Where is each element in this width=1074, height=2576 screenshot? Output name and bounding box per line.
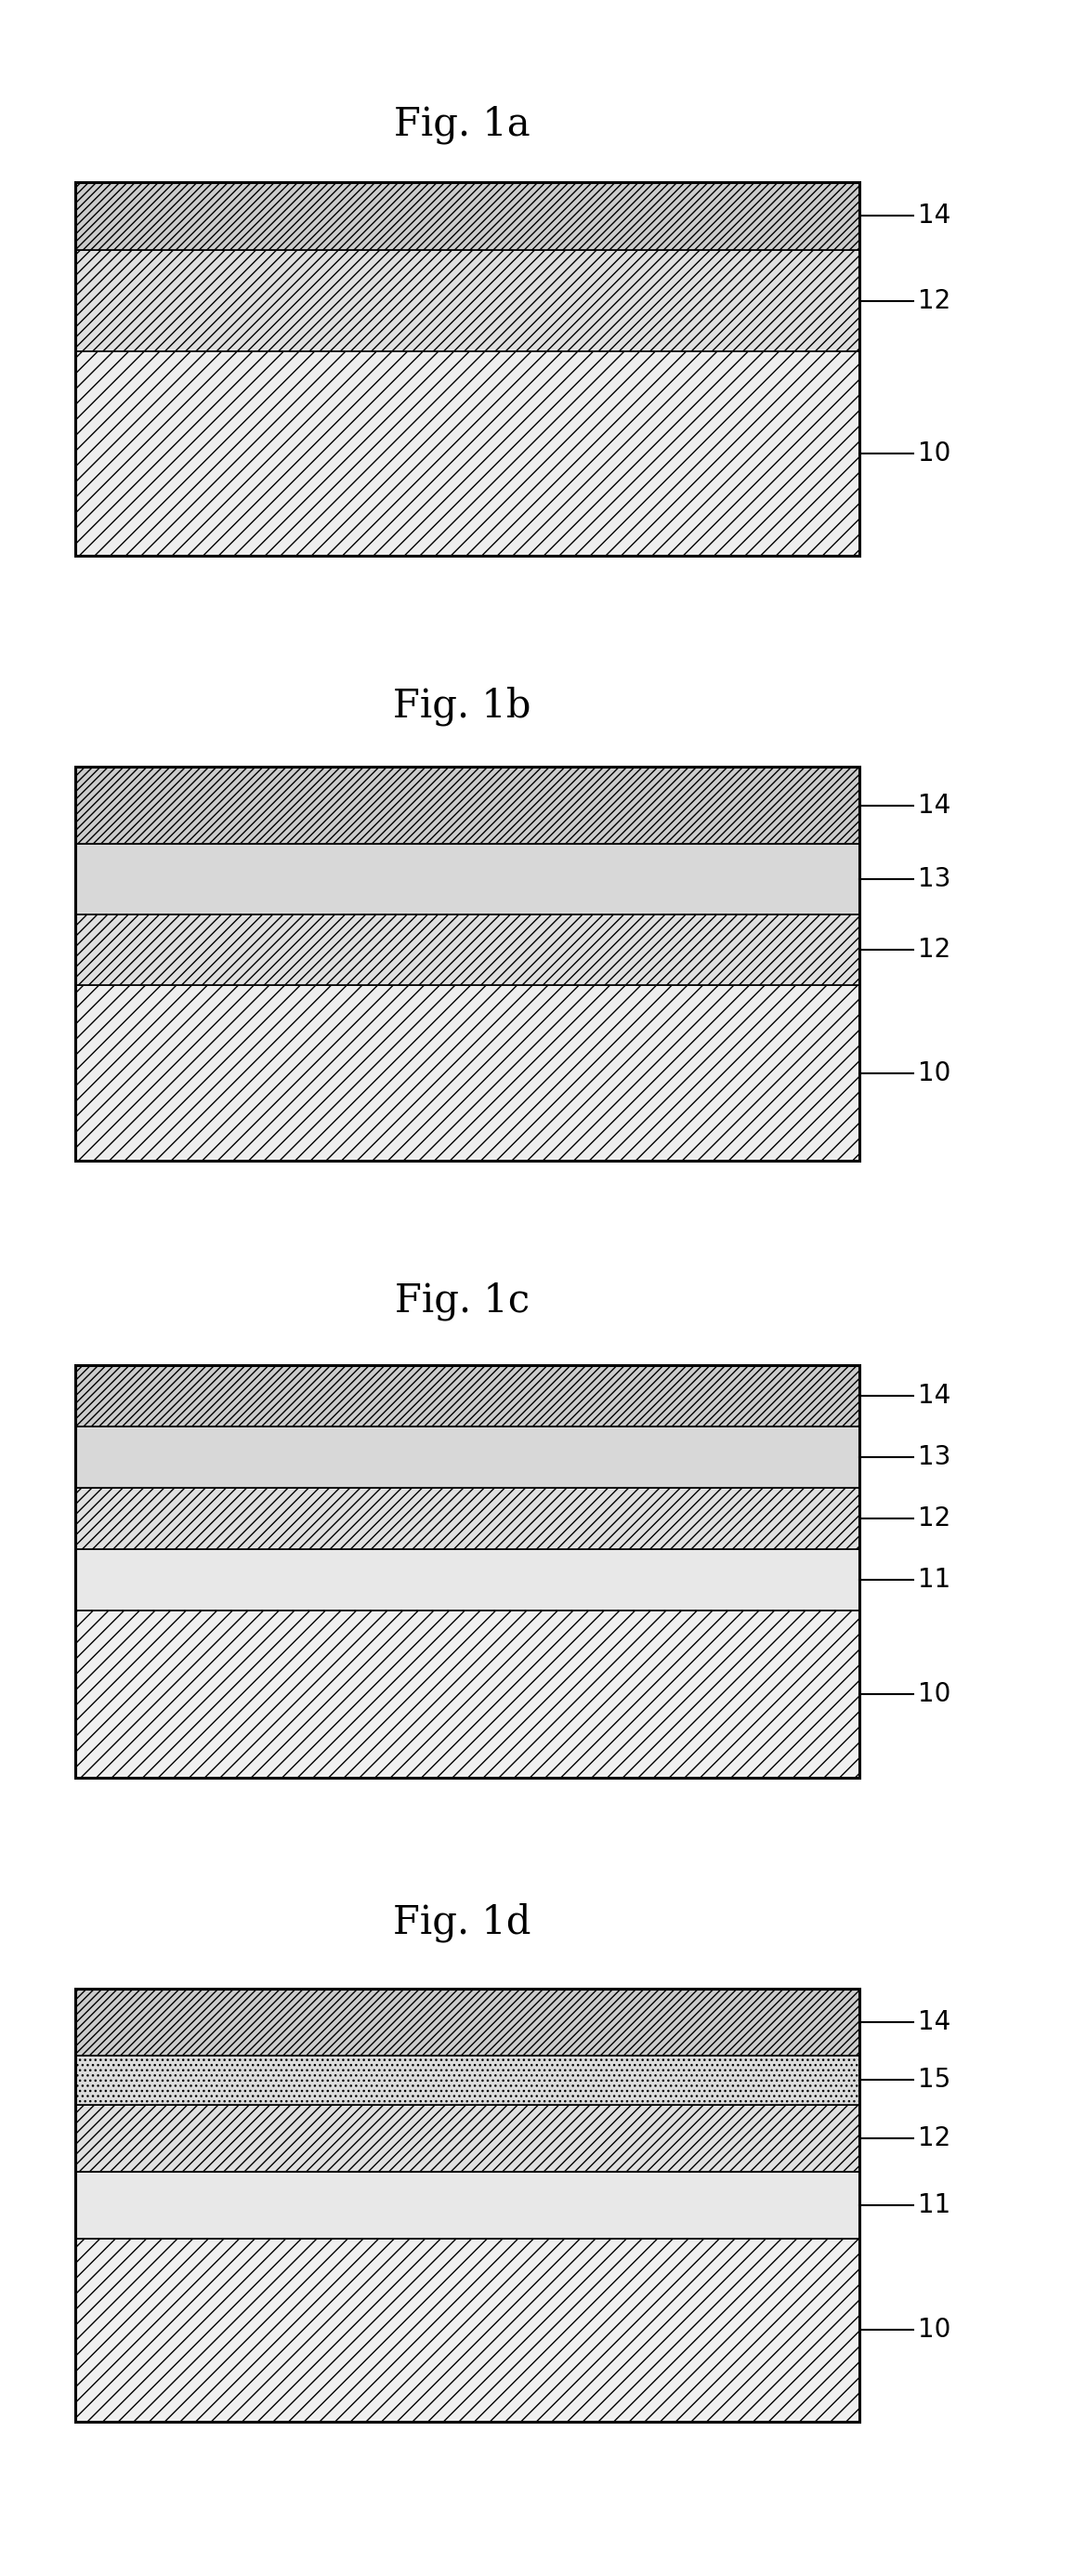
Text: 14: 14	[918, 793, 950, 819]
Bar	[75, 2056, 859, 2105]
Text: 10: 10	[918, 1682, 952, 1708]
Text: 14: 14	[918, 204, 950, 229]
Text: 14: 14	[918, 1383, 950, 1409]
Bar	[75, 183, 859, 556]
Bar	[75, 768, 859, 842]
Bar	[75, 353, 859, 556]
Text: 10: 10	[918, 440, 952, 466]
Bar	[75, 1489, 859, 1548]
Bar	[75, 1427, 859, 1489]
Bar	[75, 183, 859, 250]
Text: 11: 11	[918, 2192, 950, 2218]
Text: 12: 12	[918, 938, 950, 963]
Bar	[75, 1365, 859, 1427]
Text: 10: 10	[918, 2316, 952, 2344]
Text: Fig. 1d: Fig. 1d	[393, 1901, 531, 1942]
Text: 12: 12	[918, 289, 950, 314]
Bar	[75, 987, 859, 1159]
Bar	[75, 1989, 859, 2421]
Text: 10: 10	[918, 1059, 952, 1087]
Bar	[75, 2239, 859, 2421]
Bar	[75, 914, 859, 987]
Text: 15: 15	[918, 2066, 950, 2094]
Text: 12: 12	[918, 1504, 950, 1533]
Bar	[75, 2105, 859, 2172]
Bar	[75, 1989, 859, 2056]
Bar	[75, 2172, 859, 2239]
Bar	[75, 768, 859, 1159]
Bar	[75, 1365, 859, 1777]
Text: Fig. 1a: Fig. 1a	[394, 106, 529, 144]
Bar	[75, 1610, 859, 1777]
Bar	[75, 250, 859, 353]
Text: 11: 11	[918, 1566, 950, 1592]
Text: 12: 12	[918, 2125, 950, 2151]
Bar	[75, 842, 859, 914]
Text: 13: 13	[918, 1445, 952, 1471]
Text: Fig. 1b: Fig. 1b	[393, 688, 531, 726]
Text: Fig. 1c: Fig. 1c	[394, 1283, 529, 1321]
Bar	[75, 1548, 859, 1610]
Text: 13: 13	[918, 866, 952, 891]
Text: 14: 14	[918, 2009, 950, 2035]
